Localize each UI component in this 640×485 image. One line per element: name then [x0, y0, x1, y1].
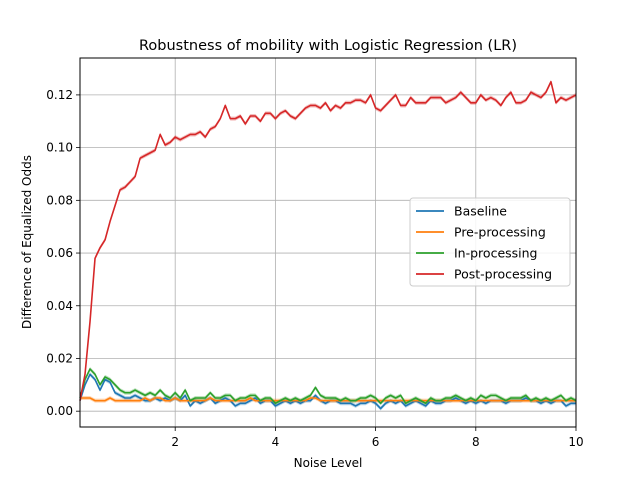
y-tick-label: 0.02 — [46, 351, 73, 365]
y-tick-label: 0.04 — [46, 299, 73, 313]
legend-box — [409, 197, 571, 287]
chart-title: Robustness of mobility with Logistic Reg… — [139, 38, 517, 54]
y-tick-label: 0.08 — [46, 193, 73, 207]
in-processing-confidence-band — [80, 367, 576, 406]
post-processing-line — [79, 80, 577, 401]
legend-label-in-processing: In-processing — [454, 246, 537, 261]
x-tick-label: 6 — [372, 435, 380, 449]
y-tick-label: 0.10 — [46, 141, 73, 155]
series-layer — [79, 80, 577, 410]
x-axis-label: Noise Level — [294, 456, 363, 470]
y-tick-label: 0.12 — [46, 88, 73, 102]
x-tick-label: 10 — [568, 435, 583, 449]
plot-frame — [79, 57, 577, 428]
pre-processing-line — [80, 397, 576, 402]
legend-label-baseline: Baseline — [454, 204, 507, 219]
legend: Baseline Pre-processing In-processing Post-… — [409, 197, 571, 287]
y-axis-label: Difference of Equalized Odds — [20, 155, 34, 329]
legend-label-post-processing: Post-processing — [454, 267, 552, 282]
x-tick-label: 4 — [272, 435, 280, 449]
y-tick-label: 0.06 — [46, 246, 73, 260]
x-tick-label: 8 — [472, 435, 480, 449]
x-tick-label: 2 — [171, 435, 179, 449]
in-processing-line — [79, 368, 577, 405]
y-tick-label: 0.00 — [46, 404, 73, 418]
tick-layer: 2 4 6 8 10 0.00 0.02 0.04 0.06 0.08 0.10 0.12 — [46, 88, 583, 449]
legend-label-pre-processing: Pre-processing — [454, 225, 546, 240]
